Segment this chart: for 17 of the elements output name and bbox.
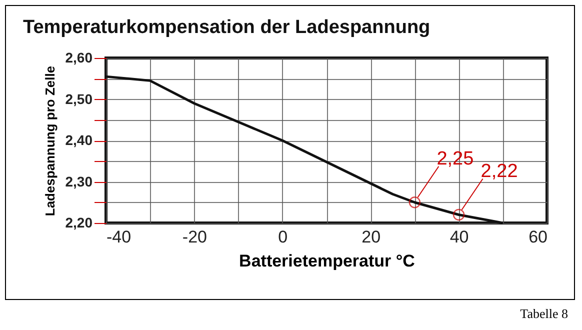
y-tick-label: 2,30 <box>65 173 93 190</box>
y-tick-label: 2,20 <box>65 214 93 230</box>
text: Tabelle 8 <box>520 306 568 322</box>
chart-title: Temperaturkompensation der Ladespannung <box>23 17 430 38</box>
x-tick-label: 20 <box>362 228 381 246</box>
x-tick-label: 60 <box>528 228 548 246</box>
y-tick-label: 2,60 <box>65 50 93 66</box>
y-tick-label: 2,40 <box>65 132 93 148</box>
y-axis-title: Ladespannung pro Zelle <box>42 66 58 216</box>
x-tick-label: 0 <box>278 228 288 246</box>
annotation: 2,22 <box>480 160 518 182</box>
x-tick-label: -40 <box>106 228 132 246</box>
x-tick-label: -20 <box>182 228 207 246</box>
y-tick-label: 2,50 <box>65 90 93 107</box>
x-axis-title: Batterietemperatur °C <box>239 252 415 270</box>
annotation: 2,25 <box>436 148 474 170</box>
x-tick-label: 40 <box>450 228 469 246</box>
